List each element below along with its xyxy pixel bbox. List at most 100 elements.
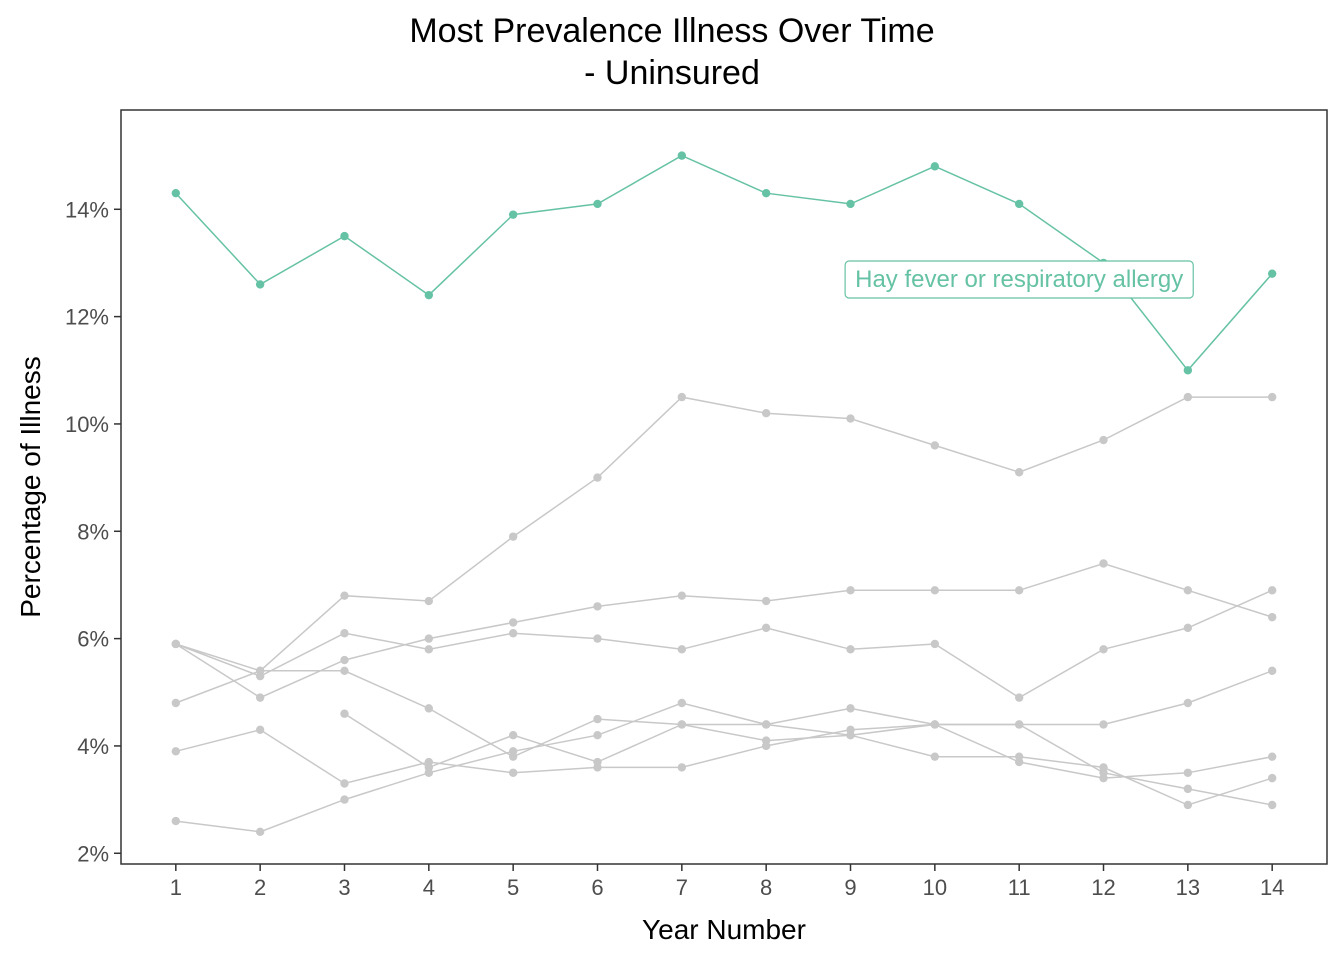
plot-panel (120, 109, 1328, 865)
x-tick-label: 7 (676, 875, 688, 900)
series-6-point (1183, 768, 1193, 777)
x-tick-label: 6 (591, 875, 603, 900)
series-1-point (1014, 468, 1024, 477)
highlight-series-point (171, 188, 181, 198)
series-2-line (175, 589, 1273, 699)
highlight-label: Hay fever or respiratory allergy (855, 266, 1183, 293)
series-3-point (930, 586, 940, 595)
x-tick-label: 9 (844, 875, 856, 900)
series-3-point (508, 618, 518, 627)
x-tick-label: 2 (254, 875, 266, 900)
series-6-point (930, 720, 940, 729)
y-tick-label: 4% (77, 734, 109, 759)
highlight-series-point (340, 231, 349, 241)
series-7-point (593, 757, 602, 767)
series-4-point (1099, 720, 1108, 729)
series-7-point (846, 731, 855, 740)
y-tick-label: 12% (65, 305, 109, 330)
x-tick-label: 3 (338, 875, 350, 900)
highlight-series-point (846, 199, 855, 209)
series-3-point (846, 586, 855, 595)
series-7-point (1014, 752, 1024, 761)
series-7-point (1267, 773, 1277, 783)
highlight-series-point (424, 290, 434, 300)
series-6-point (677, 698, 687, 708)
series-6-point (761, 720, 771, 729)
series-3-point (761, 596, 771, 606)
y-tick-label: 8% (77, 519, 109, 544)
series-6-point (508, 747, 518, 756)
series-2-point (1267, 586, 1277, 595)
series-3-point (255, 693, 265, 702)
series-4-point (677, 763, 687, 772)
series-7-point (677, 720, 687, 729)
x-tick-label: 8 (760, 875, 772, 900)
series-5-point (255, 666, 265, 676)
series-7-line (344, 713, 1273, 806)
series-6-point (255, 827, 265, 837)
series-7-point (508, 731, 518, 740)
series-7-point (340, 709, 349, 718)
series-5-point (424, 704, 434, 713)
series-2-point (846, 645, 855, 654)
series-2-point (340, 629, 349, 638)
series-3-point (340, 655, 349, 665)
series-6-point (1099, 773, 1108, 783)
series-6-point (171, 816, 181, 826)
series-3-point (1183, 586, 1193, 595)
y-axis-label: Percentage of Illness (15, 356, 46, 618)
series-5-point (1267, 800, 1277, 810)
series-6-line (175, 702, 1273, 833)
series-4-point (1183, 698, 1193, 708)
series-2-point (761, 623, 771, 633)
series-5-point (593, 714, 602, 724)
series-3-point (424, 634, 434, 643)
series-2-point (424, 645, 434, 654)
highlight-series-point (1014, 199, 1024, 209)
series-2-point (677, 645, 687, 654)
series-3-point (1099, 559, 1108, 568)
series-4-line (175, 670, 1273, 785)
series-3-point (1014, 586, 1024, 595)
series-1-point (846, 414, 855, 423)
chart-subtitle: - Uninsured (584, 54, 760, 92)
series-2-point (593, 634, 602, 643)
series-1-point (1183, 392, 1193, 402)
highlight-series-point (255, 280, 265, 289)
series-4-point (1267, 666, 1277, 676)
series-1-point (761, 409, 771, 418)
series-6-point (593, 731, 602, 740)
highlight-series-point (677, 151, 687, 160)
x-tick-label: 13 (1176, 875, 1200, 900)
series-1-point (1099, 435, 1108, 445)
x-tick-label: 5 (507, 875, 519, 900)
series-2-point (1014, 693, 1024, 702)
y-tick-label: 2% (77, 841, 109, 866)
series-1-point (508, 532, 518, 541)
series-3-point (677, 591, 687, 600)
highlight-series-point (593, 199, 602, 209)
x-tick-label: 10 (923, 875, 947, 900)
series-3-point (593, 602, 602, 611)
series-1-point (340, 591, 349, 600)
chart-title: Most Prevalence Illness Over Time (409, 12, 935, 50)
series-1-point (171, 698, 181, 708)
highlight-series-point (508, 210, 518, 219)
series-1-point (677, 392, 687, 402)
series-3-point (1267, 612, 1277, 622)
x-tick-label: 11 (1008, 875, 1031, 900)
series-3-line (175, 562, 1273, 699)
series-5-line (175, 643, 1273, 806)
x-axis-label: Year Number (642, 914, 806, 945)
series-5-point (1014, 720, 1024, 729)
series-1-line (175, 396, 1273, 704)
series-7-point (930, 752, 940, 761)
series-7-point (761, 736, 771, 745)
series-4-point (255, 725, 265, 735)
series-5-point (340, 666, 349, 676)
series-2-point (930, 639, 940, 649)
x-tick-label: 12 (1091, 875, 1115, 900)
highlight-series-point (761, 188, 771, 198)
y-tick-label: 6% (77, 627, 109, 652)
series-4-point (508, 768, 518, 777)
